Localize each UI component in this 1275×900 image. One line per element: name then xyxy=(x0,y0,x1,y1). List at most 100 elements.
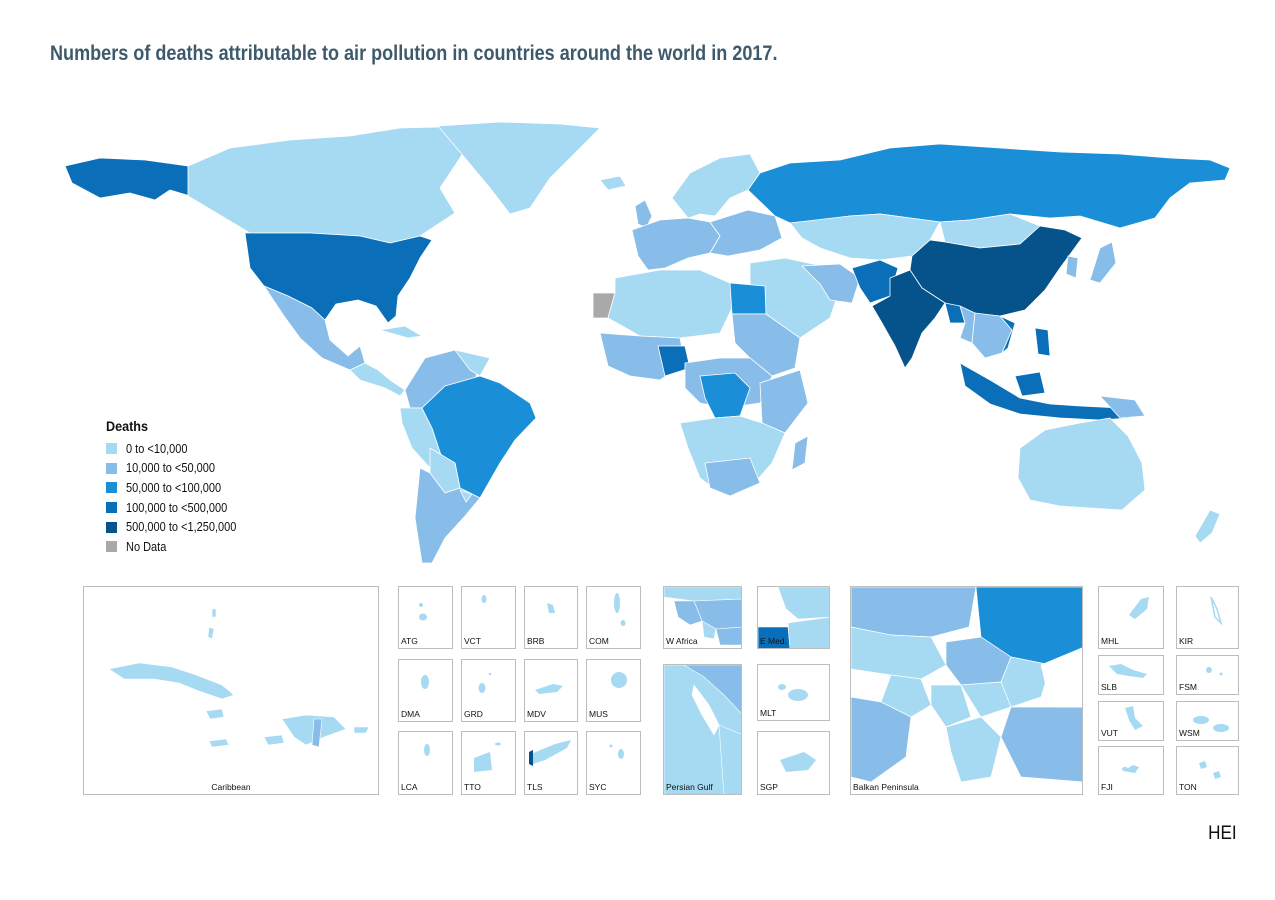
inset-fji: FJI xyxy=(1098,746,1164,795)
map-title: Numbers of deaths attributable to air po… xyxy=(50,42,778,65)
inset-persian-gulf: Persian Gulf xyxy=(663,664,742,795)
inset-syc: SYC xyxy=(586,731,641,795)
inset-label: WSM xyxy=(1179,728,1200,738)
region-eastern-europe xyxy=(709,209,783,257)
inset-label: DMA xyxy=(401,709,420,719)
inset-mus: MUS xyxy=(586,659,641,722)
world-map xyxy=(64,121,1231,564)
region-australia xyxy=(1017,417,1146,511)
legend-item: 500,000 to <1,250,000 xyxy=(106,517,251,537)
inset-label: VCT xyxy=(464,636,481,646)
inset-sgp: SGP xyxy=(757,731,830,795)
region-canada xyxy=(187,125,481,244)
region-borneo xyxy=(1014,371,1046,397)
legend-item: 10,000 to <50,000 xyxy=(106,459,251,479)
region-png xyxy=(1099,395,1146,419)
inset-mlt: MLT xyxy=(757,664,830,721)
legend-swatch xyxy=(106,521,117,533)
inset-lca: LCA xyxy=(398,731,453,795)
region-south-africa xyxy=(704,457,761,497)
legend-title: Deaths xyxy=(106,418,149,434)
region-western-europe xyxy=(631,217,721,271)
legend-label: 100,000 to <500,000 xyxy=(126,500,228,515)
inset-slb: SLB xyxy=(1098,655,1164,695)
inset-label: Balkan Peninsula xyxy=(853,782,919,792)
region-scandinavia xyxy=(671,153,761,219)
inset-atg: ATG xyxy=(398,586,453,649)
inset-label: MLT xyxy=(760,708,777,718)
legend-label: 50,000 to <100,000 xyxy=(126,480,222,495)
inset-caribbean: Caribbean xyxy=(83,586,379,795)
region-mexico xyxy=(263,285,366,371)
inset-label: TTO xyxy=(464,782,481,792)
inset-label: KIR xyxy=(1179,636,1194,646)
legend: Deaths 0 to <10,000 10,000 to <50,000 50… xyxy=(106,418,251,557)
inset-label: FSM xyxy=(1179,682,1197,692)
legend-label: 500,000 to <1,250,000 xyxy=(126,520,237,535)
inset-com: COM xyxy=(586,586,641,649)
region-usa xyxy=(244,232,433,324)
legend-swatch xyxy=(106,462,117,474)
legend-swatch xyxy=(106,541,117,553)
inset-label: Persian Gulf xyxy=(666,782,713,792)
region-sudan-ethiopia xyxy=(731,313,801,377)
inset-brb: BRB xyxy=(524,586,578,649)
legend-label: 0 to <10,000 xyxy=(126,441,188,456)
inset-label: TON xyxy=(1179,782,1197,792)
region-uruguay xyxy=(459,489,473,503)
inset-label: MUS xyxy=(589,709,608,719)
legend-item: 100,000 to <500,000 xyxy=(106,498,251,518)
legend-swatch xyxy=(106,502,117,514)
region-southern-africa xyxy=(679,415,786,494)
inset-label: MHL xyxy=(1101,636,1119,646)
inset-label: SYC xyxy=(589,782,607,792)
inset-label: W Africa xyxy=(666,636,698,646)
inset-dma: DMA xyxy=(398,659,453,722)
inset-grd: GRD xyxy=(461,659,516,722)
legend-item: 50,000 to <100,000 xyxy=(106,478,251,498)
region-alaska xyxy=(64,157,191,201)
region-cuba xyxy=(379,325,423,339)
legend-swatch xyxy=(106,443,117,455)
inset-mhl: MHL xyxy=(1098,586,1164,649)
inset-label: VUT xyxy=(1101,728,1118,738)
inset-balkan: Balkan Peninsula xyxy=(850,586,1083,795)
inset-wsm: WSM xyxy=(1176,701,1239,741)
inset-e-med: E Med. xyxy=(757,586,830,649)
region-east-africa xyxy=(759,369,809,434)
inset-tls: TLS xyxy=(524,731,578,795)
inset-label: COM xyxy=(589,636,609,646)
region-new-zealand xyxy=(1194,509,1221,544)
region-central-america xyxy=(349,362,406,397)
region-russia xyxy=(747,143,1231,229)
region-myanmar xyxy=(959,305,976,344)
inset-label: E Med. xyxy=(760,636,787,646)
region-madagascar xyxy=(791,435,809,471)
region-india xyxy=(871,269,946,369)
inset-label: ATG xyxy=(401,636,418,646)
region-indonesia xyxy=(959,362,1131,421)
inset-fsm: FSM xyxy=(1176,655,1239,695)
region-iceland xyxy=(599,175,627,191)
inset-label: TLS xyxy=(527,782,543,792)
region-north-africa xyxy=(607,269,733,339)
inset-label: LCA xyxy=(401,782,418,792)
inset-label: FJI xyxy=(1101,782,1113,792)
region-korea xyxy=(1065,255,1079,279)
inset-label: GRD xyxy=(464,709,483,719)
inset-vct: VCT xyxy=(461,586,516,649)
legend-label: No Data xyxy=(126,539,167,554)
inset-label: MDV xyxy=(527,709,546,719)
inset-kir: KIR xyxy=(1176,586,1239,649)
legend-item: 0 to <10,000 xyxy=(106,439,251,459)
legend-label: 10,000 to <50,000 xyxy=(126,461,216,476)
region-iran xyxy=(801,263,861,304)
inset-ton: TON xyxy=(1176,746,1239,795)
legend-swatch xyxy=(106,482,117,494)
region-greenland xyxy=(437,121,601,215)
inset-label: BRB xyxy=(527,636,545,646)
inset-label: SGP xyxy=(760,782,778,792)
inset-mdv: MDV xyxy=(524,659,578,722)
inset-label: Caribbean xyxy=(211,782,251,792)
inset-vut: VUT xyxy=(1098,701,1164,741)
